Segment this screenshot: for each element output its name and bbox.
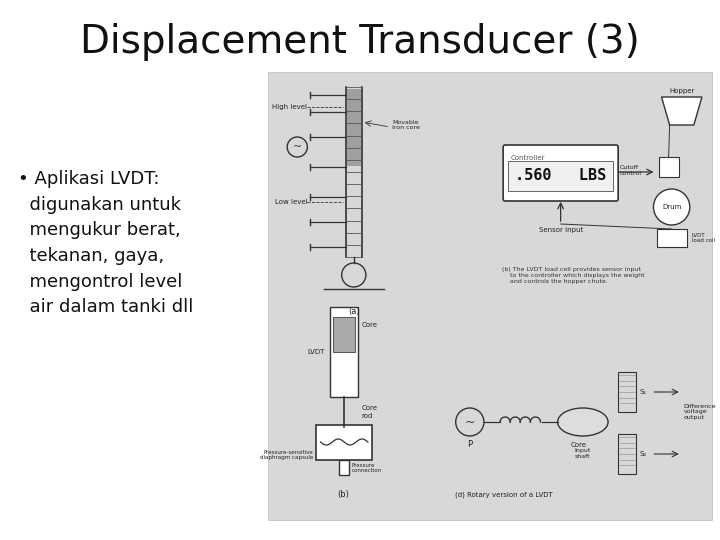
Text: Displacement Transducer (3): Displacement Transducer (3)	[80, 23, 640, 61]
Text: • Aplikasi LVDT:
  digunakan untuk
  mengukur berat,
  tekanan, gaya,
  mengontr: • Aplikasi LVDT: digunakan untuk menguku…	[18, 170, 194, 316]
Bar	[268, 72, 712, 520]
